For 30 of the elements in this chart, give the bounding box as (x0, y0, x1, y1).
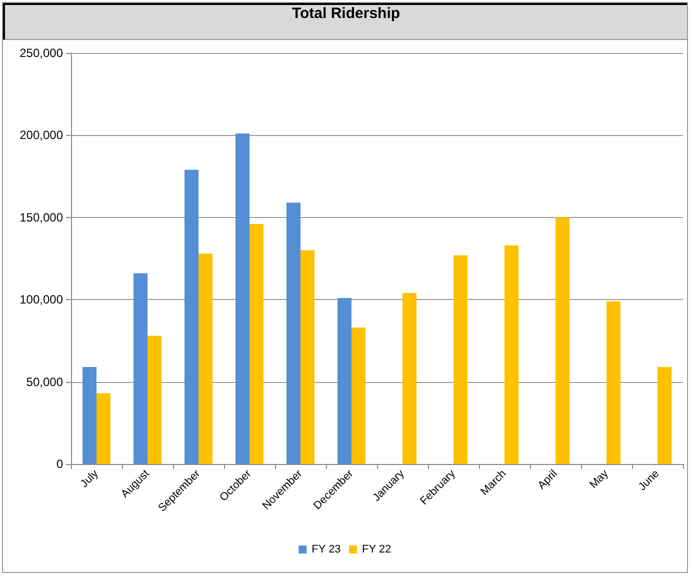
bar (250, 224, 264, 464)
bar (236, 134, 250, 464)
bar (82, 367, 96, 464)
chart-title: Total Ridership (3, 3, 687, 40)
bar (96, 393, 110, 464)
y-tick-label: 200,000 (20, 128, 64, 142)
bar (184, 170, 198, 464)
bar (134, 273, 148, 464)
bar (658, 367, 672, 464)
x-tick-label: July (78, 467, 102, 490)
bar (402, 293, 416, 464)
legend-label: FY 23 (312, 544, 341, 556)
y-tick-label: 50,000 (26, 374, 64, 389)
y-tick-label: 100,000 (20, 292, 64, 307)
bar (454, 255, 468, 464)
bar (300, 250, 314, 464)
legend-label: FY 22 (362, 544, 392, 556)
y-tick-label: 0 (56, 457, 64, 471)
x-tick-label: May (588, 467, 612, 491)
bar (504, 245, 518, 464)
bar (198, 254, 212, 464)
bar (606, 301, 620, 464)
y-tick-label: 250,000 (20, 46, 64, 60)
bar (148, 336, 162, 464)
x-tick-label: June (636, 468, 662, 494)
bar (352, 328, 366, 464)
bar (338, 298, 352, 464)
y-tick-label: 150,000 (20, 210, 64, 224)
bar (286, 202, 300, 464)
bar (556, 217, 570, 464)
